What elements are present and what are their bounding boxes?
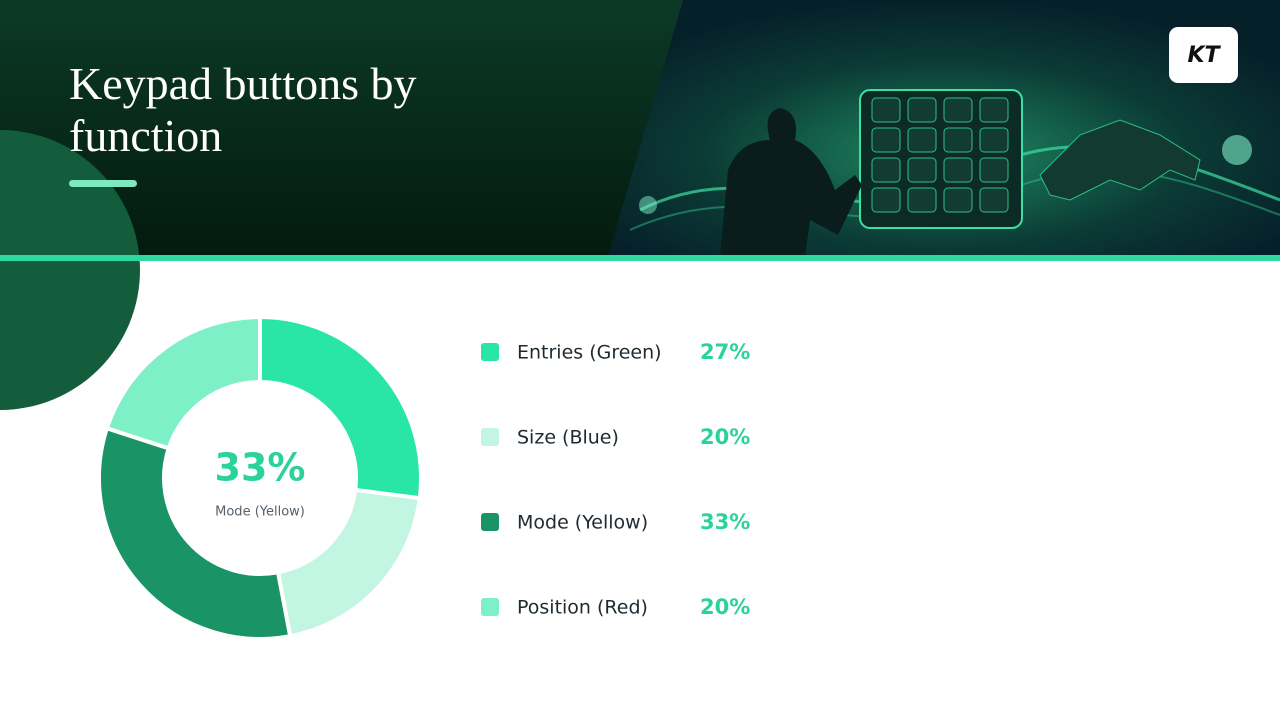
header-rule bbox=[0, 255, 1280, 261]
header-circle bbox=[0, 130, 140, 410]
legend-label: Size (Blue) bbox=[517, 427, 619, 449]
legend-label: Entries (Green) bbox=[517, 342, 662, 364]
image-orb bbox=[639, 196, 657, 214]
center-value: 33% bbox=[215, 446, 306, 490]
legend-label: Mode (Yellow) bbox=[517, 512, 648, 534]
legend-value: 20% bbox=[700, 595, 750, 619]
legend-swatch bbox=[481, 428, 499, 446]
image-keypad bbox=[859, 89, 1023, 229]
logo: KT bbox=[1169, 27, 1238, 83]
legend-swatch bbox=[481, 598, 499, 616]
legend: Entries (Green) 27% Size (Blue) 20% Mode (Ye… bbox=[481, 340, 750, 619]
legend-value: 27% bbox=[700, 340, 750, 364]
donut-slice bbox=[97, 425, 293, 641]
donut bbox=[97, 314, 423, 641]
legend-value: 20% bbox=[700, 425, 750, 449]
donut-slice bbox=[258, 314, 423, 501]
title-underline bbox=[69, 180, 137, 187]
image-orb bbox=[1222, 135, 1252, 165]
center-label: Mode (Yellow) bbox=[215, 505, 305, 520]
legend-value: 33% bbox=[700, 510, 750, 534]
legend-swatch bbox=[481, 513, 499, 531]
image-person bbox=[720, 108, 862, 256]
slide-title: Keypad buttons by function bbox=[69, 58, 417, 161]
image-bull bbox=[1039, 119, 1201, 201]
legend-swatch bbox=[481, 343, 499, 361]
legend-label: Position (Red) bbox=[517, 597, 648, 619]
donut-slice bbox=[104, 314, 262, 451]
donut-slice bbox=[275, 487, 422, 639]
